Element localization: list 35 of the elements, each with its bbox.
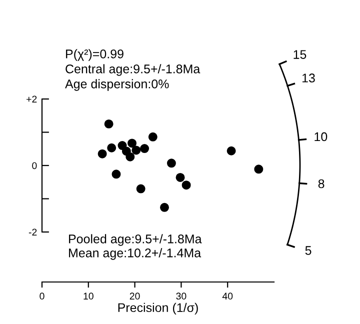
text: 15: [294, 50, 306, 59]
point: [128, 138, 137, 148]
text: 8: [318, 179, 324, 188]
x-tick-label: 10: [84, 292, 94, 300]
x-tick-label: 30: [176, 292, 186, 300]
x-tick-label: 20: [130, 292, 140, 300]
text: 13: [302, 74, 315, 82]
point: [126, 152, 135, 162]
point: [136, 184, 146, 194]
x-tick-label: 40: [222, 292, 233, 300]
point: [166, 158, 176, 168]
point: [140, 144, 150, 154]
point: [107, 143, 116, 152]
text: Mean age:10.2+/-1.4Ma: [69, 248, 202, 260]
point: [254, 164, 264, 174]
point: [112, 170, 121, 179]
text: P(χ²)=0.99: [66, 49, 124, 61]
point: [104, 119, 114, 128]
point: [98, 149, 107, 158]
point: [132, 146, 141, 155]
point: [182, 180, 191, 190]
y-tick-label: +2: [26, 96, 37, 103]
text: Pooled age:9.5+/-1.8Ma: [69, 234, 202, 246]
x-tick-label: 0: [40, 292, 44, 300]
point: [226, 146, 236, 156]
text: Age dispersion:0%: [65, 79, 169, 91]
y-tick-label: 0: [32, 162, 37, 170]
text: 10: [314, 132, 328, 142]
x-axis-title: Precision (1/σ): [118, 302, 198, 315]
point: [148, 132, 158, 142]
point: [160, 202, 169, 212]
text: 5: [305, 246, 312, 255]
y-tick-label: -2: [28, 228, 37, 236]
point: [176, 172, 185, 182]
text: Central age:9.5+/-1.8Ma: [66, 64, 200, 76]
